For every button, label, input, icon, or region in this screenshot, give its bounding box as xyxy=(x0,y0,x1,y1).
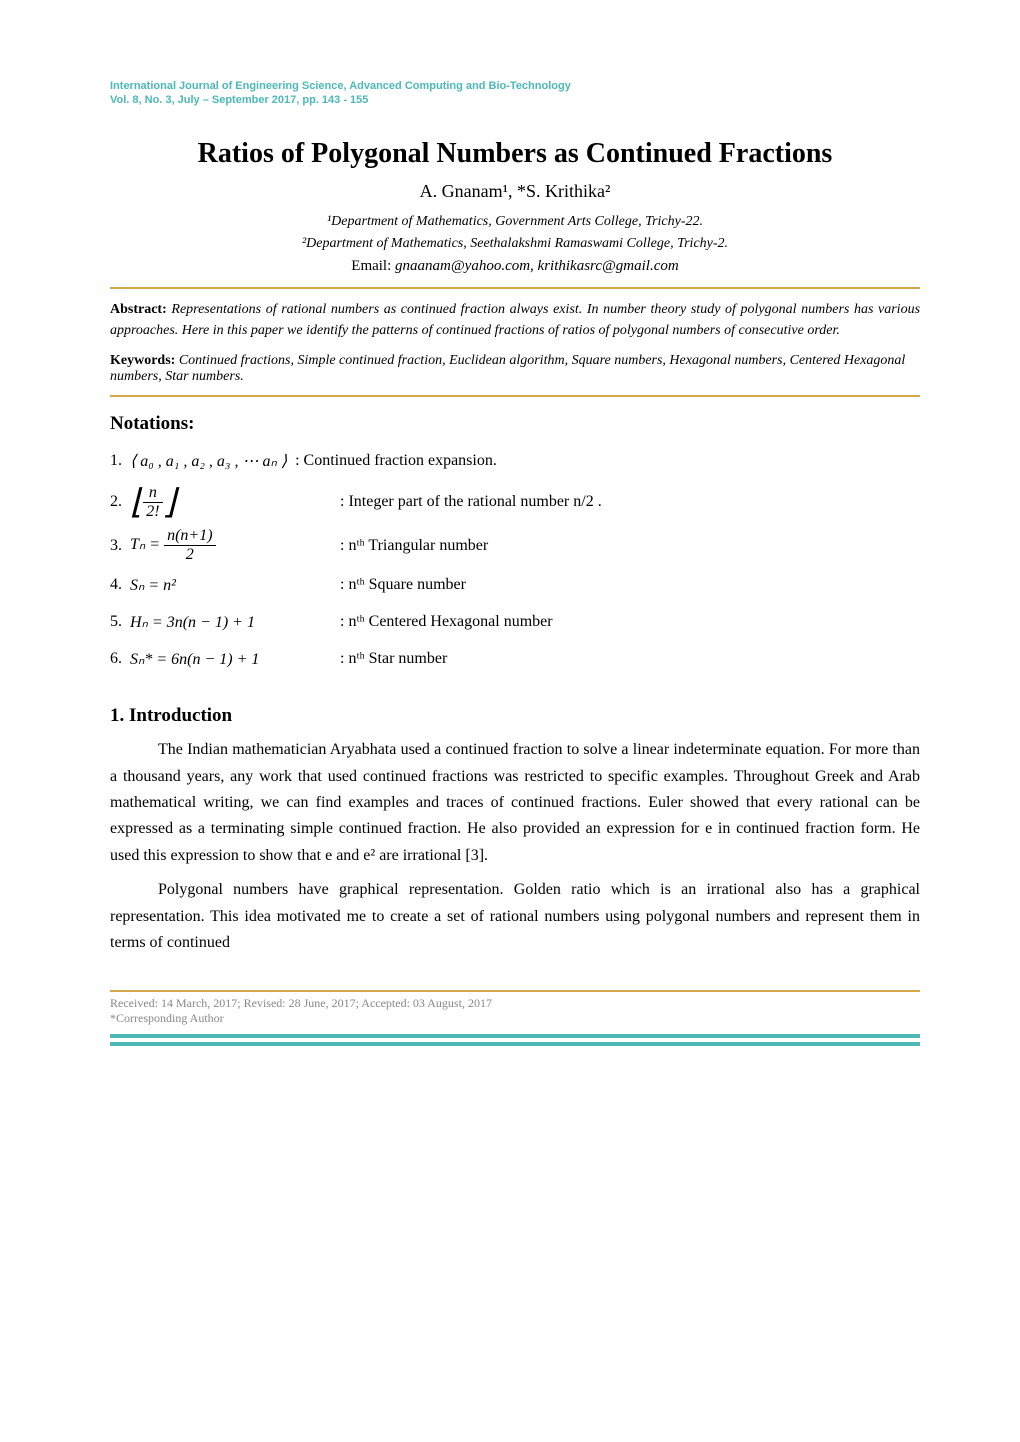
notation-row: 3. Tₙ = n(n+1)2 : nᵗʰ Triangular number xyxy=(110,527,920,564)
abstract-block: Abstract: Representations of rational nu… xyxy=(110,299,920,341)
footer-received: Received: 14 March, 2017; Revised: 28 Ju… xyxy=(110,996,920,1011)
keywords-label: Keywords: xyxy=(110,353,175,368)
notation-row: 4. Sₙ = n² : nᵗʰ Square number xyxy=(110,569,920,601)
email-prefix: Email: xyxy=(351,258,395,274)
notation-row: 6. Sₙ* = 6n(n − 1) + 1 : nᵗʰ Star number xyxy=(110,643,920,675)
keywords-text: Continued fractions, Simple continued fr… xyxy=(110,353,905,384)
frac-num: n xyxy=(143,484,162,503)
notation-desc: : nᵗʰ Triangular number xyxy=(340,537,920,555)
notation-row: 1. ⟨ a₀ , a₁ , a₂ , a₃ , ⋯ aₙ ⟩ : Contin… xyxy=(110,445,920,477)
frac-num: n(n+1) xyxy=(164,527,215,546)
journal-name: International Journal of Engineering Sci… xyxy=(110,80,920,92)
bottom-bar xyxy=(110,1034,920,1046)
rule-after-keywords xyxy=(110,395,920,397)
notation-num: 1. xyxy=(110,452,130,470)
abstract-label: Abstract: xyxy=(110,302,167,317)
intro-para-2: Polygonal numbers have graphical represe… xyxy=(110,877,920,956)
notations-list: 1. ⟨ a₀ , a₁ , a₂ , a₃ , ⋯ aₙ ⟩ : Contin… xyxy=(110,445,920,675)
notation-num: 6. xyxy=(110,650,130,668)
footer-corresponding: *Corresponding Author xyxy=(110,1011,920,1026)
email-line: Email: gnaanam@yahoo.com, krithikasrc@gm… xyxy=(110,258,920,275)
notation-math: ⌊n2!⌋ xyxy=(130,482,340,522)
authors-line: A. Gnanam¹, *S. Krithika² xyxy=(110,181,920,202)
abstract-text: Representations of rational numbers as c… xyxy=(110,302,920,338)
notation-math: Hₙ = 3n(n − 1) + 1 xyxy=(130,612,340,632)
rule-before-abstract xyxy=(110,287,920,289)
notation-desc: : Integer part of the rational number n/… xyxy=(340,493,920,511)
notation-desc: : nᵗʰ Star number xyxy=(340,650,920,668)
notation-num: 5. xyxy=(110,613,130,631)
frac-den: 2 xyxy=(164,546,215,564)
rule-footer xyxy=(110,990,920,992)
math-lhs: Tₙ = xyxy=(130,536,160,553)
notation-math: Tₙ = n(n+1)2 xyxy=(130,527,340,564)
affiliation-2: ²Department of Mathematics, Seethalakshm… xyxy=(110,236,920,252)
notation-math: Sₙ* = 6n(n − 1) + 1 xyxy=(130,649,340,669)
notation-row: 2. ⌊n2!⌋ : Integer part of the rational … xyxy=(110,482,920,522)
notations-heading: Notations: xyxy=(110,413,920,435)
journal-volume: Vol. 8, No. 3, July – September 2017, pp… xyxy=(110,94,920,106)
keywords-block: Keywords: Continued fractions, Simple co… xyxy=(110,353,920,385)
notation-math: ⟨ a₀ , a₁ , a₂ , a₃ , ⋯ aₙ ⟩ xyxy=(130,451,287,471)
notation-desc: : nᵗʰ Square number xyxy=(340,576,920,594)
notation-num: 2. xyxy=(110,493,130,511)
notation-math: Sₙ = n² xyxy=(130,575,340,595)
intro-para-1: The Indian mathematician Aryabhata used … xyxy=(110,737,920,869)
frac-den: 2! xyxy=(143,503,162,521)
introduction-heading: 1. Introduction xyxy=(110,705,920,727)
emails: gnaanam@yahoo.com, krithikasrc@gmail.com xyxy=(395,258,679,274)
notation-desc: : Continued fraction expansion. xyxy=(295,452,920,470)
paper-title: Ratios of Polygonal Numbers as Continued… xyxy=(110,134,920,173)
notation-row: 5. Hₙ = 3n(n − 1) + 1 : nᵗʰ Centered Hex… xyxy=(110,606,920,638)
affiliation-1: ¹Department of Mathematics, Government A… xyxy=(110,214,920,230)
notation-num: 3. xyxy=(110,537,130,555)
notation-num: 4. xyxy=(110,576,130,594)
notation-desc: : nᵗʰ Centered Hexagonal number xyxy=(340,613,920,631)
